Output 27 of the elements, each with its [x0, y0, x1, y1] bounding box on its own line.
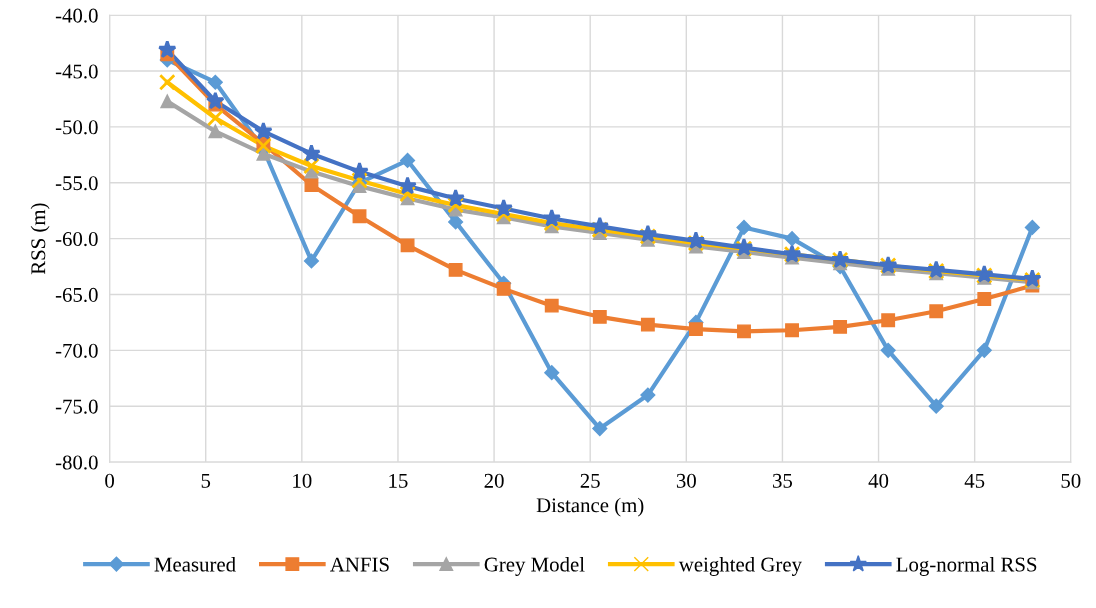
legend-label: ANFIS: [330, 557, 389, 572]
y-tick-label: -55.0: [55, 176, 98, 191]
y-tick-label: -80.0: [55, 455, 98, 470]
legend-label: Log-normal RSS: [896, 556, 1037, 576]
y-tick-label: -45.0: [55, 64, 98, 79]
x-tick-label: 35: [773, 473, 793, 488]
x-tick-label: 45: [964, 473, 985, 488]
x-tick-label: 5: [201, 474, 211, 488]
y-tick-label: -75.0: [55, 399, 98, 414]
y-tick-label: -50.0: [55, 120, 98, 135]
y-axis-title: RSS (m): [30, 203, 50, 275]
y-tick-label: -65.0: [55, 287, 98, 303]
x-tick-label: 25: [580, 473, 600, 488]
x-tick-label: 30: [676, 473, 696, 488]
legend-label: Grey Model: [484, 556, 585, 576]
x-tick-label: 40: [868, 473, 889, 488]
y-tick-label: -40.0: [55, 8, 98, 23]
y-tick-label: -70.0: [55, 343, 98, 358]
x-tick-label: 50: [1061, 473, 1081, 488]
x-axis-title: Distance (m): [536, 497, 644, 517]
x-tick-label: 15: [389, 473, 408, 488]
x-tick-label: 0: [105, 473, 115, 488]
y-tick-label: -60.0: [55, 232, 98, 247]
legend-label: weighted Grey: [678, 556, 802, 576]
x-tick-label: 10: [293, 473, 312, 488]
legend-label: Measured: [154, 556, 236, 572]
x-tick-label: 20: [484, 473, 504, 488]
